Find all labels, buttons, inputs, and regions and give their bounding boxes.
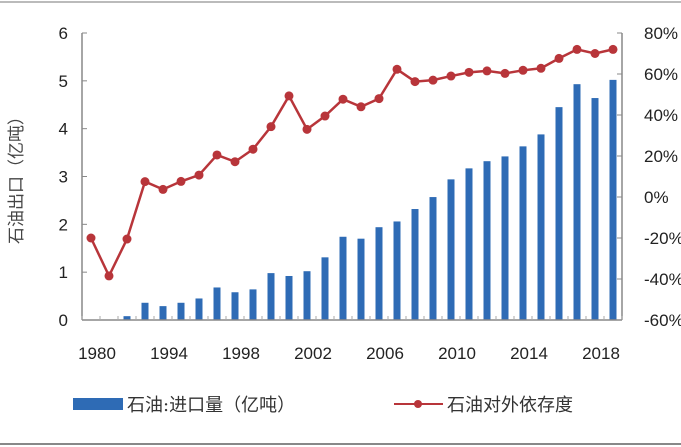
y-tick-label: 5 xyxy=(59,72,68,91)
bar xyxy=(213,287,221,320)
x-tick-label: 2002 xyxy=(294,344,332,363)
dependency-point xyxy=(302,124,312,134)
bar xyxy=(177,302,185,320)
y-tick-label: 6 xyxy=(59,24,68,43)
bar xyxy=(519,146,527,320)
dependency-point xyxy=(428,75,438,85)
dependency-point xyxy=(122,234,132,244)
y-tick-label: 3 xyxy=(59,168,68,187)
x-tick-label: 1980 xyxy=(78,344,116,363)
x-tick-label: 2014 xyxy=(510,344,548,363)
dependency-point xyxy=(140,177,150,187)
dependency-point xyxy=(194,170,204,180)
y-tick-label: 0 xyxy=(59,311,68,330)
dependency-point xyxy=(356,102,366,112)
bar xyxy=(555,107,563,321)
legend: 石油:进口量（亿吨） 石油对外依存度 xyxy=(73,395,573,416)
bar xyxy=(411,209,419,320)
dependency-point xyxy=(518,65,528,75)
bar xyxy=(195,298,203,320)
y2-tick-label: 40% xyxy=(644,106,678,125)
dependency-point xyxy=(446,71,456,81)
x-tick-label: 2006 xyxy=(366,344,404,363)
bar xyxy=(483,161,491,320)
bar xyxy=(591,98,599,320)
dependency-point xyxy=(230,157,240,167)
x-tick-label: 2018 xyxy=(582,344,620,363)
y-tick-label: 1 xyxy=(59,263,68,282)
bar xyxy=(357,238,365,320)
bar xyxy=(501,156,509,320)
dependency-point xyxy=(104,271,114,281)
bar xyxy=(573,84,581,320)
y-axis-label: 石油出口（亿吨） xyxy=(7,108,27,244)
bar xyxy=(303,271,311,320)
dependency-point xyxy=(608,44,618,54)
x-tick-label: 1994 xyxy=(150,344,188,363)
bar xyxy=(141,302,149,320)
dependency-point xyxy=(248,144,258,154)
bar xyxy=(537,134,545,320)
y-tick-label: 4 xyxy=(59,120,68,139)
dependency-point xyxy=(86,233,96,243)
dependency-point xyxy=(554,53,564,63)
y2-tick-label: 20% xyxy=(644,147,678,166)
x-tick-label: 2010 xyxy=(438,344,476,363)
y2-tick-label: -20% xyxy=(644,229,681,248)
dependency-point xyxy=(284,91,294,101)
legend-line-label: 石油对外依存度 xyxy=(447,395,573,416)
y-tick-label: 2 xyxy=(59,215,68,234)
bar xyxy=(609,79,617,320)
dependency-line xyxy=(89,48,614,279)
bar xyxy=(321,257,329,320)
bar xyxy=(267,273,275,320)
y2-tick-label: 60% xyxy=(644,65,678,84)
dependency-point xyxy=(500,68,510,78)
y2-tick-label: 0% xyxy=(644,188,669,207)
bar xyxy=(429,197,437,320)
bar xyxy=(123,316,131,320)
dependency-point xyxy=(338,94,348,104)
dependency-point xyxy=(572,44,582,54)
dependency-point xyxy=(464,67,474,77)
dependency-point xyxy=(212,150,222,160)
dependency-point xyxy=(536,63,546,73)
dependency-point xyxy=(374,94,384,104)
bar xyxy=(393,221,401,320)
y2-tick-label: 80% xyxy=(644,24,678,43)
bar xyxy=(231,292,239,320)
legend-line-marker xyxy=(414,400,422,408)
dependency-point xyxy=(590,49,600,58)
bar xyxy=(285,275,293,320)
legend-bar-swatch xyxy=(73,398,123,410)
dependency-point xyxy=(482,66,492,76)
x-tick-label: 1998 xyxy=(222,344,260,363)
dependency-point xyxy=(176,176,186,186)
y2-tick-label: -40% xyxy=(644,270,681,289)
bar xyxy=(465,168,473,320)
dependency-point xyxy=(410,77,420,87)
dependency-point xyxy=(320,111,330,121)
dependency-point xyxy=(266,122,276,132)
y2-tick-label: -60% xyxy=(644,311,681,330)
bar xyxy=(447,179,455,320)
bar xyxy=(339,236,347,320)
bar xyxy=(159,306,167,320)
bar xyxy=(375,227,383,320)
dependency-point xyxy=(392,64,402,74)
bar xyxy=(249,289,257,320)
legend-bar-label: 石油:进口量（亿吨） xyxy=(127,395,295,416)
dependency-point xyxy=(158,184,168,194)
